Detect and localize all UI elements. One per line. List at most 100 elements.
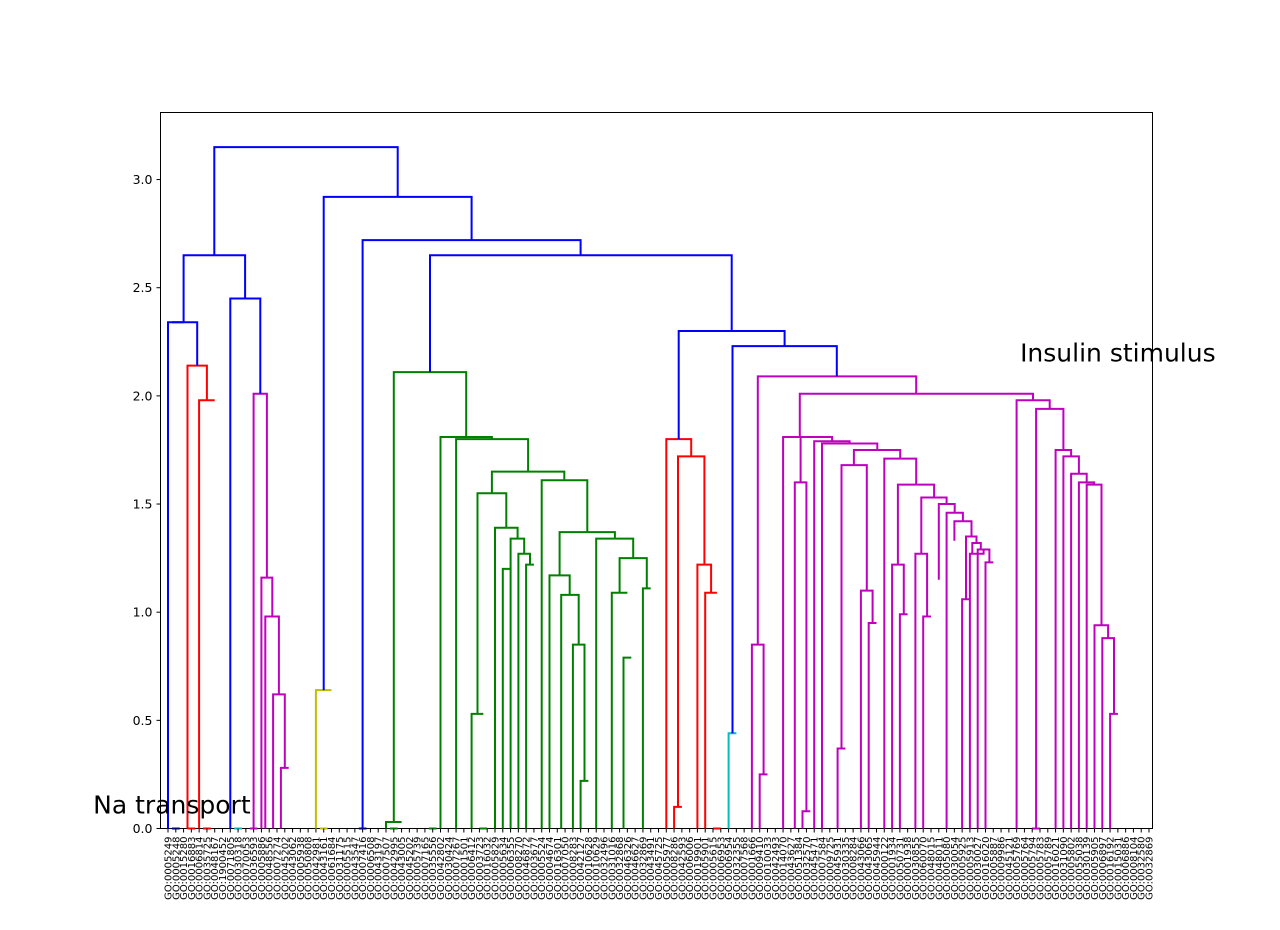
x-tick-label: GO:0045202	[405, 837, 416, 900]
dendrogram-link	[571, 643, 586, 829]
x-tick-label: GO:0042493	[771, 837, 782, 900]
x-tick-label: GO:0006954	[724, 837, 735, 900]
x-tick-label: GO:0016192	[1106, 837, 1117, 900]
x-tick-label: GO:0005249	[164, 837, 175, 900]
x-tick-label: GO:0009986	[997, 837, 1008, 900]
x-tick-label: GO:0007416	[358, 836, 369, 899]
y-axis: 0.0 0.5 1.0 1.5 2.0 2.5 3.0	[133, 172, 161, 836]
x-tick-label: GO:0005913	[965, 836, 976, 899]
dendrogram-link	[914, 552, 929, 829]
dendrogram-link	[953, 520, 973, 541]
x-tick-label: GO:0032869	[1145, 837, 1156, 900]
x-tick-label: GO:0008104	[1129, 836, 1140, 899]
dendrogram-link	[793, 481, 808, 829]
x-tick-label: GO:0008284	[849, 836, 860, 899]
x-tick-label: GO:0042981	[311, 836, 322, 899]
x-axis: GO:0005249GO:0005248GO:0015280GO:0016883…	[164, 828, 1156, 900]
x-tick-label: GO:0048556	[265, 836, 276, 899]
x-tick-label: GO:0048167	[210, 836, 221, 899]
x-tick-label: GO:0001666	[747, 836, 758, 899]
plot-frame	[160, 112, 1153, 829]
x-tick-label: GO:0005248	[171, 837, 182, 900]
x-tick-label: GO:0016021	[1051, 837, 1062, 900]
x-tick-label: GO:0060070	[919, 836, 930, 899]
x-tick-label: GO:0042802	[436, 837, 447, 900]
x-tick-label: GO:0005515	[343, 837, 354, 900]
x-tick-label: GO:0061684	[327, 837, 338, 900]
dendrogram-link	[279, 766, 289, 829]
x-tick-label: GO:0035725	[202, 836, 213, 899]
annotations: Na transport Insulin stimulus	[93, 339, 1215, 820]
x-tick-label: GO:0006897	[1098, 837, 1109, 900]
dendrogram-link	[595, 537, 635, 829]
x-tick-label: GO:0001501	[459, 837, 470, 900]
dendrogram-link	[171, 321, 199, 366]
dendrogram-link	[813, 440, 851, 829]
dendrogram-link	[891, 563, 905, 829]
dendrogram-link	[186, 364, 208, 829]
x-tick-label: GO:0032496	[600, 837, 611, 900]
x-tick-label: GO:0005887	[989, 837, 1000, 900]
x-tick-label: GO:0007274	[273, 837, 284, 900]
y-tick-label: 2.0	[133, 388, 153, 403]
x-tick-label: GO:0045202	[280, 837, 291, 900]
dendrogram-link	[322, 195, 473, 691]
x-tick-label: GO:0043065	[864, 836, 875, 899]
dendrogram-link	[610, 591, 628, 829]
x-tick-label: GO:0005634	[498, 837, 509, 900]
x-tick-label: GO:0006006	[685, 836, 696, 899]
x-tick-label: GO:0051384	[794, 836, 805, 899]
x-tick-label: GO:0043161	[319, 836, 330, 899]
x-tick-label: GO:1900452	[218, 837, 229, 900]
dendrogram-link	[494, 526, 519, 829]
dendrogram-link	[798, 392, 1034, 437]
x-tick-label: GO:0005794	[1028, 836, 1039, 899]
x-tick-label: GO:0046872	[522, 836, 533, 899]
x-tick-label: GO:0042127	[576, 836, 587, 899]
x-tick-label: GO:0042995	[389, 837, 400, 900]
x-tick-label: GO:0046326	[623, 837, 634, 900]
x-tick-label: GO:0055038	[1074, 836, 1085, 899]
x-tick-label: GO:0016301	[553, 837, 564, 900]
dendrogram-link	[782, 436, 817, 829]
x-tick-label: GO:0032355	[732, 837, 743, 900]
dendrogram-link	[673, 805, 682, 829]
y-tick-label: 2.5	[133, 280, 153, 295]
x-tick-label: GO:0045725	[654, 837, 665, 900]
dendrogram-link	[198, 399, 215, 829]
y-tick-label: 1.0	[133, 605, 153, 620]
x-tick-label: GO:0030027	[973, 836, 984, 899]
x-tick-label: GO:0007584	[818, 837, 829, 900]
x-tick-label: GO:0043491	[646, 836, 657, 899]
x-tick-label: GO:0005802	[1067, 836, 1078, 899]
dendrogram-link	[579, 779, 589, 829]
dendrogram-link	[677, 455, 706, 807]
dendrogram-link	[1101, 637, 1115, 829]
dendrogram-link	[704, 591, 717, 829]
dendrogram-link	[976, 548, 991, 829]
dendrogram-link	[167, 321, 184, 829]
x-tick-label: GO:0030054	[950, 837, 961, 900]
x-tick-label: GO:0016032	[483, 836, 494, 899]
x-tick-label: GO:0005886	[257, 836, 268, 899]
x-tick-label: GO:0007507	[382, 837, 393, 900]
dendrogram-link	[920, 496, 948, 554]
dendrogram-link	[272, 693, 286, 829]
dendrogram-link	[971, 542, 982, 554]
x-tick-label: GO:0070053	[241, 837, 252, 900]
x-tick-label: GO:0046627	[631, 836, 642, 899]
dendrogram-link	[922, 615, 931, 829]
annotation-label: Insulin stimulus	[1020, 339, 1216, 368]
x-tick-label: GO:0005938	[296, 837, 307, 900]
x-tick-label: GO:0005080	[942, 837, 953, 900]
dendrogram-link	[1109, 712, 1118, 829]
x-tick-label: GO:0005783	[1036, 837, 1047, 900]
x-tick-label: GO:0016020	[981, 837, 992, 900]
x-tick-label: GO:0003723	[475, 836, 486, 899]
x-tick-label: GO:0043066	[856, 836, 867, 899]
x-tick-label: GO:0005829	[491, 837, 502, 900]
x-tick-label: GO:0005769	[1012, 836, 1023, 899]
dendrogram-link	[1015, 399, 1051, 829]
x-tick-label: GO:0050731	[895, 837, 906, 900]
